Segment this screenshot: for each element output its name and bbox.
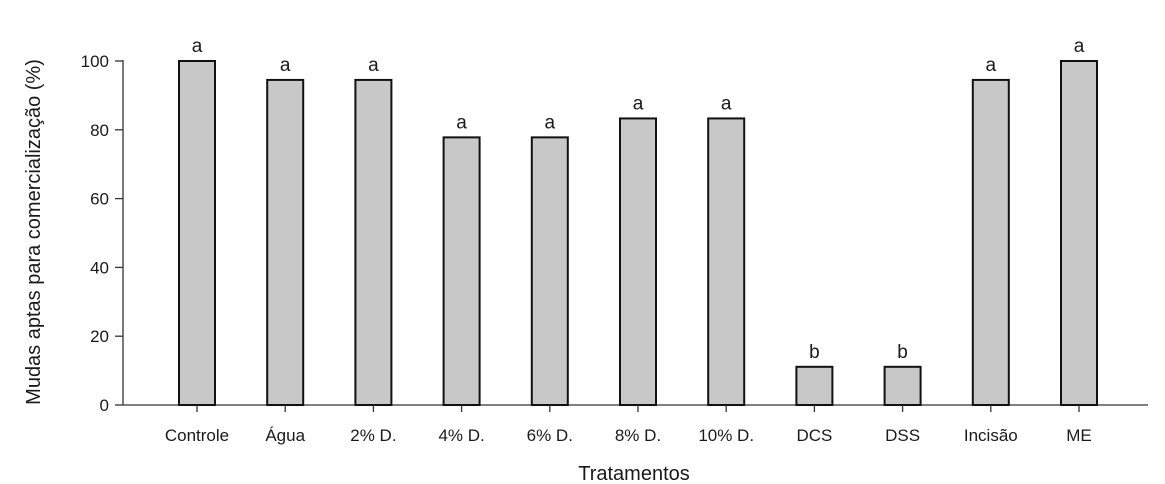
x-tick-label: DSS	[885, 426, 920, 445]
data-label: a	[721, 93, 732, 114]
x-tick-label: Controle	[165, 426, 229, 445]
x-tick-label: 10% D.	[698, 426, 754, 445]
x-tick-label: DCS	[796, 426, 832, 445]
data-label: b	[809, 342, 820, 363]
y-tick-label: 20	[90, 327, 109, 346]
x-tick-label: 2% D.	[350, 426, 396, 445]
y-axis-label: Mudas aptas para comercialização (%)	[23, 59, 45, 405]
x-tick-label: 8% D.	[615, 426, 661, 445]
data-label: a	[1074, 36, 1085, 57]
data-label: a	[633, 93, 644, 114]
x-tick-label: Incisão	[964, 426, 1018, 445]
data-label: a	[192, 36, 203, 57]
data-label: a	[280, 55, 291, 76]
data-label: a	[368, 55, 379, 76]
bar	[442, 136, 481, 406]
bar	[971, 78, 1010, 406]
bar	[619, 117, 657, 406]
x-axis-label: Tratamentos	[578, 463, 690, 484]
x-tick-label: ME	[1066, 426, 1092, 445]
bar	[178, 60, 216, 406]
bar	[354, 78, 393, 406]
bar	[795, 365, 834, 407]
plot-area: 0 20 40 60 80 100 Controle a Água a 2% D. a 4% D. a 6%…	[81, 36, 1148, 445]
y-tick-label: 0	[100, 396, 109, 415]
bar	[1060, 60, 1098, 406]
bar	[707, 117, 746, 406]
data-label: a	[456, 112, 467, 133]
y-tick-label: 60	[90, 190, 109, 209]
y-tick-label: 100	[81, 52, 109, 71]
bar	[266, 78, 305, 406]
bar	[530, 136, 569, 406]
x-tick-label: Água	[265, 426, 305, 445]
y-tick-label: 40	[90, 258, 109, 277]
y-tick-label: 80	[90, 121, 109, 140]
data-label: a	[986, 55, 997, 76]
bar	[883, 365, 922, 407]
data-label: b	[897, 342, 908, 363]
x-tick-label: 4% D.	[438, 426, 484, 445]
x-tick-label: 6% D.	[527, 426, 573, 445]
data-label: a	[545, 112, 556, 133]
